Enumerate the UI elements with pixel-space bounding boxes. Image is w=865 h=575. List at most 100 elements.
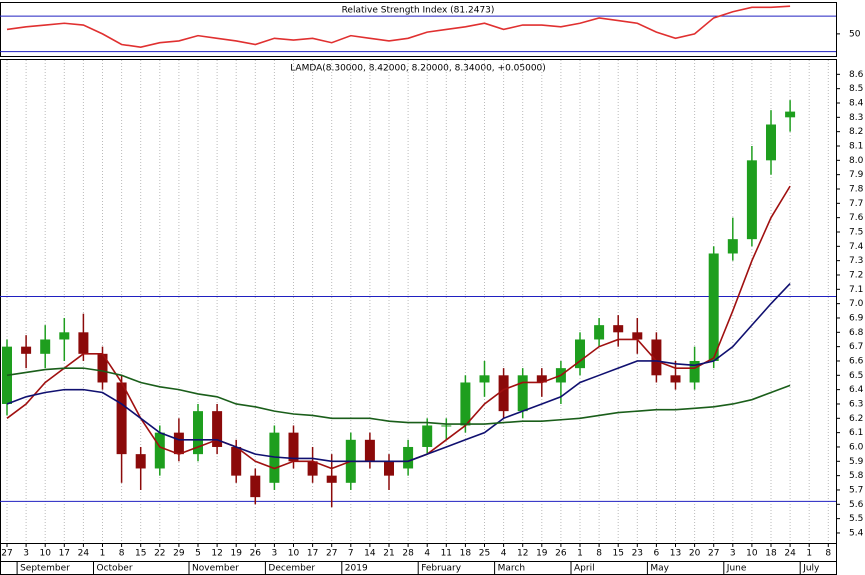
month-label: October bbox=[97, 564, 133, 574]
month-label: September bbox=[20, 564, 70, 574]
x-tick-label: 26 bbox=[555, 549, 567, 559]
y-tick-label: 6.7 bbox=[849, 342, 863, 352]
x-tick-label: 4 bbox=[424, 549, 430, 559]
month-label: June bbox=[726, 564, 747, 574]
candle-body bbox=[441, 425, 452, 427]
x-tick-label: 19 bbox=[536, 549, 548, 559]
month-label: 2019 bbox=[345, 564, 368, 574]
x-tick-label: 24 bbox=[784, 549, 796, 559]
y-tick-label: 50 bbox=[849, 29, 861, 39]
y-tick-label: 7.7 bbox=[849, 199, 863, 209]
y-tick-label: 8.6 bbox=[849, 70, 864, 80]
x-tick-label: 18 bbox=[765, 549, 777, 559]
x-tick-label: 12 bbox=[517, 549, 528, 559]
candle-body bbox=[403, 446, 414, 469]
x-tick-label: 8 bbox=[825, 549, 831, 559]
y-tick-label: 7.0 bbox=[849, 299, 864, 309]
x-tick-label: 29 bbox=[173, 549, 185, 559]
moving-average bbox=[6, 283, 791, 463]
x-tick-label: 10 bbox=[288, 549, 300, 559]
x-tick-label: 20 bbox=[689, 549, 701, 559]
y-tick-label: 6.2 bbox=[849, 414, 863, 424]
candle-body bbox=[746, 160, 757, 240]
y-tick-label: 7.9 bbox=[849, 170, 864, 180]
y-tick-label: 5.6 bbox=[849, 500, 864, 510]
y-tick-label: 5.7 bbox=[849, 485, 863, 495]
y-tick-label: 6.6 bbox=[849, 356, 864, 366]
candle-body bbox=[422, 425, 433, 447]
x-tick-label: 5 bbox=[195, 549, 201, 559]
x-tick-label: 14 bbox=[364, 549, 376, 559]
rsi-title: Relative Strength Index (81.2473) bbox=[342, 6, 495, 16]
y-tick-label: 7.1 bbox=[849, 285, 863, 295]
y-tick-label: 8.3 bbox=[849, 113, 863, 123]
month-label: February bbox=[421, 564, 462, 574]
candle-body bbox=[21, 346, 32, 354]
candle-body bbox=[116, 382, 127, 455]
candle-body bbox=[40, 339, 51, 354]
x-tick-label: 27 bbox=[326, 549, 337, 559]
x-tick-label: 1 bbox=[100, 549, 106, 559]
y-tick-label: 7.3 bbox=[849, 256, 863, 266]
y-tick-label: 8.2 bbox=[849, 127, 863, 137]
moving-average bbox=[6, 367, 791, 425]
candle-body bbox=[785, 111, 796, 118]
x-tick-label: 7 bbox=[348, 549, 354, 559]
month-label: March bbox=[498, 564, 525, 574]
candle-body bbox=[613, 325, 624, 333]
candle-body bbox=[708, 253, 719, 361]
candle-body bbox=[193, 411, 203, 455]
x-tick-label: 24 bbox=[78, 549, 90, 559]
x-tick-label: 18 bbox=[460, 549, 472, 559]
x-tick-label: 8 bbox=[119, 549, 125, 559]
candle-body bbox=[231, 446, 242, 476]
y-tick-label: 8.0 bbox=[849, 156, 864, 166]
candle-body bbox=[632, 332, 643, 340]
x-tick-label: 19 bbox=[230, 549, 242, 559]
candle-body bbox=[575, 339, 585, 369]
month-label: November bbox=[192, 564, 239, 574]
month-label: July bbox=[802, 564, 820, 574]
x-tick-label: 10 bbox=[746, 549, 758, 559]
candle-body bbox=[766, 124, 776, 161]
y-tick-label: 6.5 bbox=[849, 371, 863, 381]
candle-body bbox=[689, 360, 700, 383]
x-tick-label: 17 bbox=[59, 549, 70, 559]
y-tick-label: 7.2 bbox=[849, 270, 863, 280]
x-tick-label: 11 bbox=[441, 549, 452, 559]
y-tick-label: 8.5 bbox=[849, 84, 863, 94]
rsi-panel bbox=[0, 2, 837, 57]
candle-body bbox=[78, 332, 89, 354]
y-tick-label: 5.4 bbox=[849, 528, 864, 538]
x-tick-label: 13 bbox=[670, 549, 681, 559]
y-tick-label: 6.3 bbox=[849, 399, 863, 409]
x-tick-label: 22 bbox=[154, 549, 165, 559]
candle-body bbox=[307, 461, 318, 476]
candle-body bbox=[173, 432, 184, 455]
rsi-line bbox=[6, 5, 791, 48]
y-tick-label: 7.8 bbox=[849, 184, 864, 194]
candle-body bbox=[135, 454, 146, 469]
y-tick-label: 8.1 bbox=[849, 141, 863, 151]
candle-body bbox=[59, 332, 70, 340]
candle-body bbox=[727, 239, 738, 254]
x-tick-label: 10 bbox=[39, 549, 51, 559]
candle-body bbox=[97, 353, 108, 383]
y-tick-label: 6.8 bbox=[849, 328, 864, 338]
candle-body bbox=[326, 475, 337, 483]
x-tick-label: 1 bbox=[806, 549, 812, 559]
candle-body bbox=[154, 432, 165, 469]
candle-body bbox=[498, 375, 509, 412]
x-tick-label: 23 bbox=[632, 549, 643, 559]
y-tick-label: 5.5 bbox=[849, 514, 863, 524]
x-tick-label: 21 bbox=[383, 549, 394, 559]
x-tick-label: 4 bbox=[501, 549, 507, 559]
x-tick-label: 25 bbox=[479, 549, 490, 559]
x-tick-label: 26 bbox=[250, 549, 262, 559]
x-tick-label: 3 bbox=[23, 549, 29, 559]
x-tick-label: 1 bbox=[577, 549, 583, 559]
candle-body bbox=[536, 375, 547, 383]
x-tick-label: 12 bbox=[211, 549, 222, 559]
x-tick-label: 3 bbox=[730, 549, 736, 559]
candle-body bbox=[250, 475, 261, 498]
